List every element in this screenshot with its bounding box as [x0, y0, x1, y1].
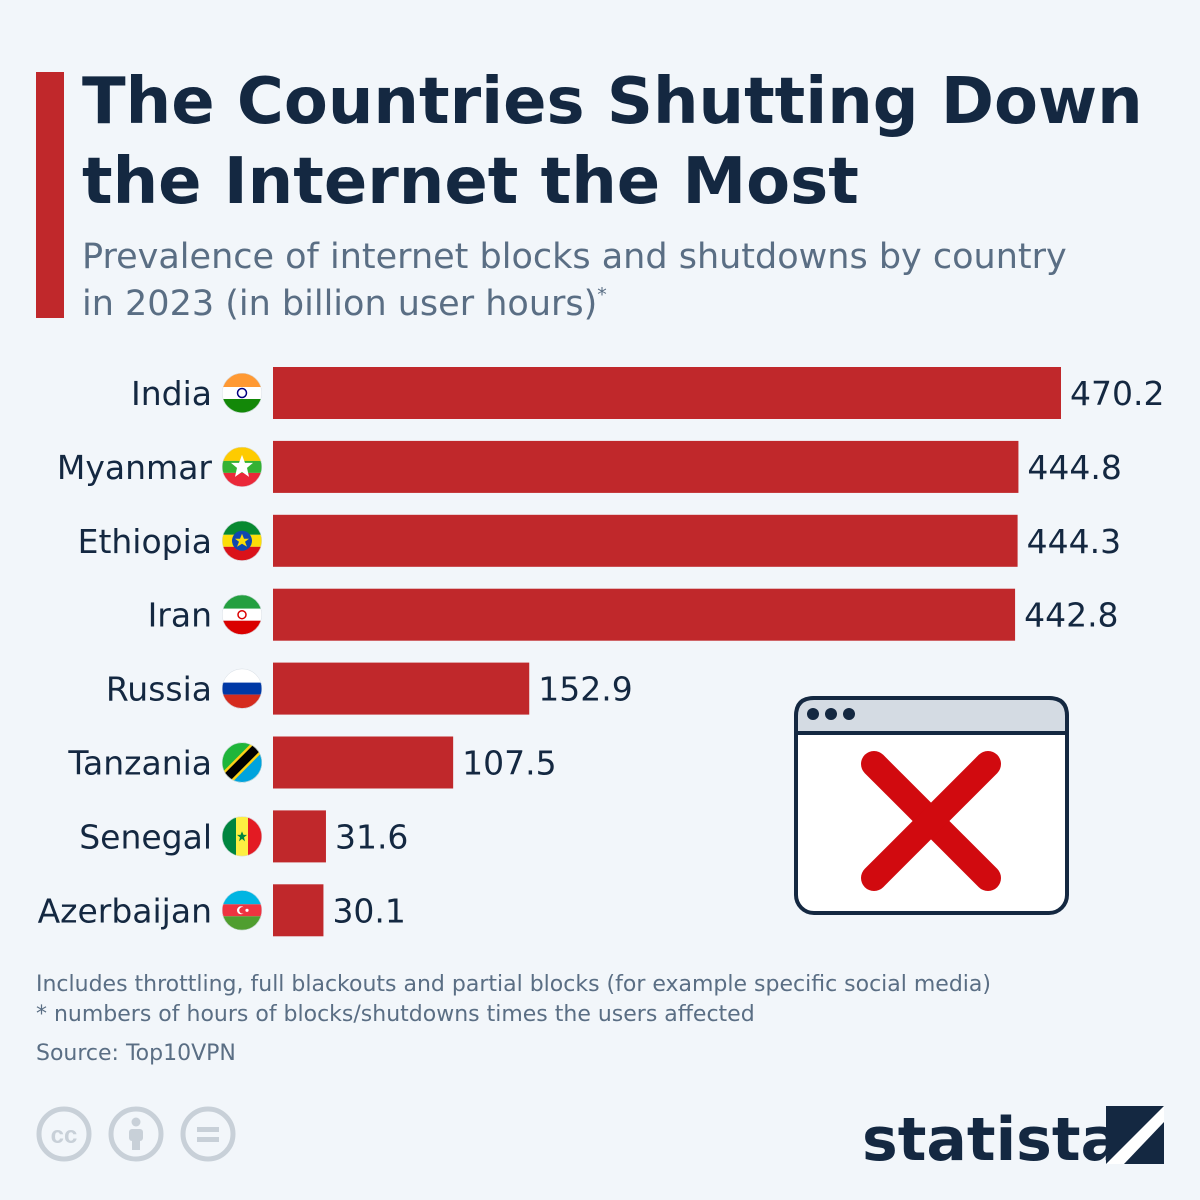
source-note: Source: Top10VPN — [36, 1041, 236, 1066]
iran-flag-icon — [222, 594, 262, 635]
blocked-browser-window-icon — [794, 696, 1069, 915]
bar-chart: India 470.2 Myanmar 444.8 Ethiopia 444.3 Iran 4… — [38, 367, 1164, 937]
category-label-iran: Iran — [148, 596, 212, 635]
title-accent-bar — [36, 72, 64, 318]
value-label-ethiopia: 444.3 — [1027, 522, 1121, 561]
chart-title: The Countries Shutting Down the Internet… — [82, 65, 1143, 219]
india-flag-icon — [222, 373, 262, 413]
svg-text:cc: cc — [51, 1122, 78, 1149]
subtitle-text: Prevalence of internet blocks and shutdo… — [82, 237, 1067, 324]
value-label-azerbaijan: 30.1 — [332, 891, 405, 930]
bar-tanzania — [273, 736, 454, 789]
value-label-myanmar: 444.8 — [1027, 448, 1121, 487]
creative-commons-icon[interactable]: cc — [36, 1106, 92, 1162]
value-label-russia: 152.9 — [538, 670, 632, 709]
license-icons[interactable]: cc — [36, 1106, 246, 1162]
bar-azerbaijan — [273, 884, 324, 937]
russia-flag-icon — [222, 668, 262, 709]
bar-ethiopia — [273, 514, 1018, 567]
category-label-tanzania: Tanzania — [67, 744, 212, 783]
subtitle-asterisk: * — [597, 284, 607, 306]
value-label-tanzania: 107.5 — [462, 744, 556, 783]
category-label-azerbaijan: Azerbaijan — [38, 891, 212, 930]
statista-mark-icon — [1106, 1106, 1164, 1164]
no-derivatives-icon[interactable] — [180, 1106, 236, 1162]
bar-russia — [273, 662, 530, 715]
statista-wordmark: statista — [862, 1105, 1121, 1172]
bar-india — [273, 367, 1061, 419]
bar-iran — [273, 588, 1016, 641]
footnote-asterisk: * numbers of hours of blocks/shutdowns t… — [36, 1002, 755, 1027]
chart-subtitle: Prevalence of internet blocks and shutdo… — [82, 234, 1082, 328]
senegal-flag-icon — [222, 816, 262, 857]
value-label-senegal: 31.6 — [335, 817, 408, 856]
attribution-icon[interactable] — [108, 1106, 164, 1162]
tanzania-flag-icon — [222, 742, 262, 783]
category-label-myanmar: Myanmar — [57, 448, 213, 487]
value-label-iran: 442.8 — [1024, 596, 1118, 635]
category-label-india: India — [131, 374, 212, 413]
category-label-ethiopia: Ethiopia — [78, 522, 212, 561]
azerbaijan-flag-icon — [222, 890, 262, 931]
bar-myanmar — [273, 440, 1019, 493]
statista-logo[interactable]: statista — [862, 1100, 1172, 1172]
footnote-includes: Includes throttling, full blackouts and … — [36, 972, 991, 997]
value-label-india: 470.2 — [1070, 374, 1164, 413]
bars-layer: India 470.2 Myanmar 444.8 Ethiopia 444.3 Iran 4… — [38, 367, 1164, 937]
myanmar-flag-icon — [222, 446, 262, 487]
ethiopia-flag-icon — [222, 520, 262, 561]
category-label-senegal: Senegal — [79, 817, 212, 856]
bar-senegal — [273, 810, 326, 863]
category-label-russia: Russia — [106, 670, 212, 709]
